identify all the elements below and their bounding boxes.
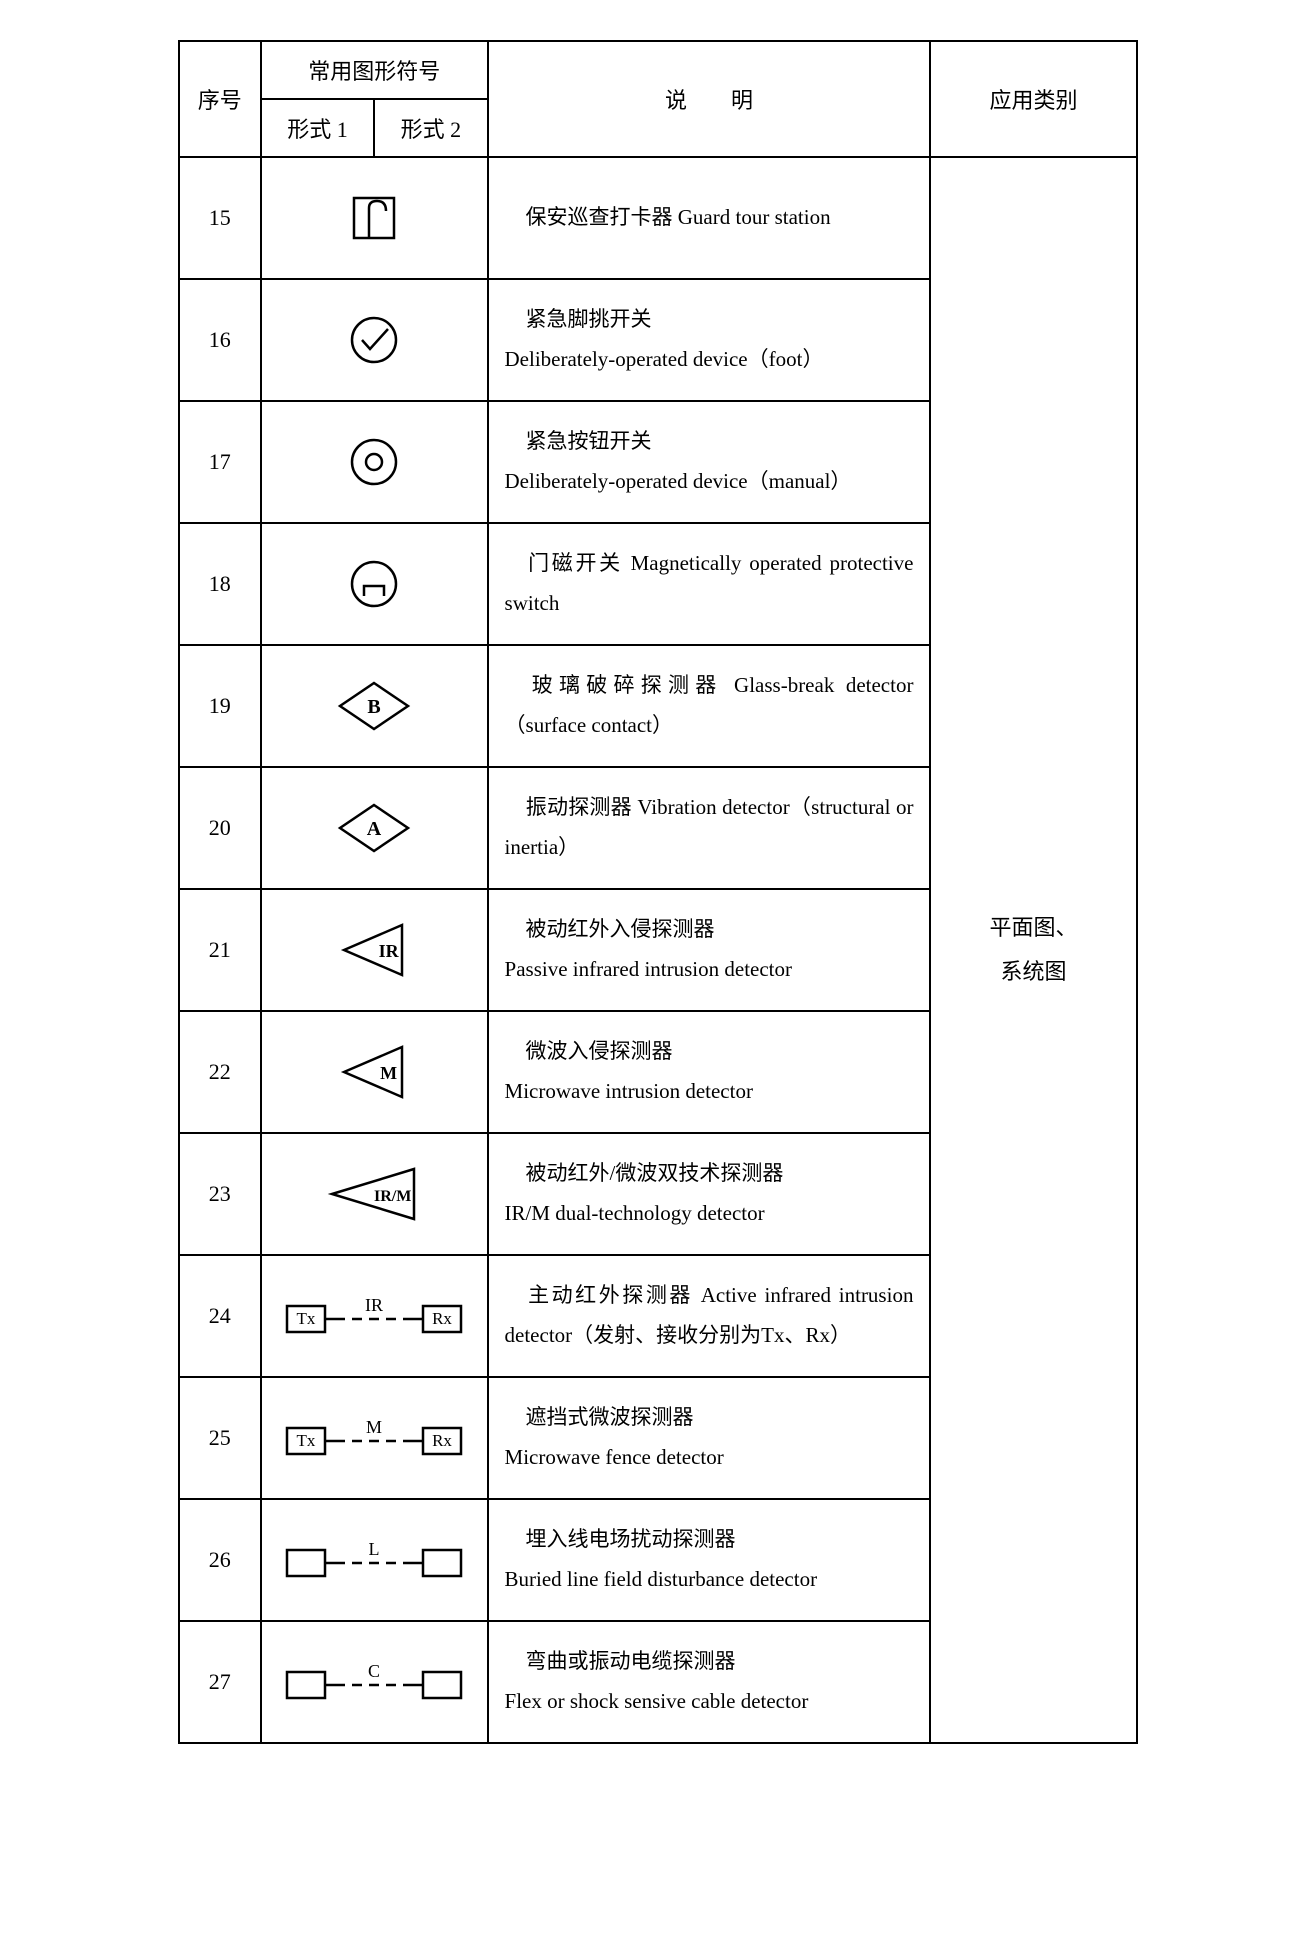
symbol-cell: L bbox=[261, 1499, 488, 1621]
diamond-B-icon: B bbox=[314, 671, 434, 741]
symbol-cell: IR/M bbox=[261, 1133, 488, 1255]
symbol-cell: M bbox=[261, 1011, 488, 1133]
svg-text:C: C bbox=[368, 1661, 380, 1681]
seq-cell: 17 bbox=[179, 401, 261, 523]
header-seq: 序号 bbox=[179, 41, 261, 157]
desc-cell: 被动红外入侵探测器Passive infrared intrusion dete… bbox=[488, 889, 931, 1011]
desc-cell: 门磁开关 Magnetically operated protective sw… bbox=[488, 523, 931, 645]
header-form2: 形式 2 bbox=[374, 99, 487, 157]
tri-IRM-icon: IR/M bbox=[314, 1159, 434, 1229]
svg-text:L: L bbox=[369, 1539, 380, 1559]
guard-tour-icon bbox=[314, 183, 434, 253]
desc-cell: 玻璃破碎探测器 Glass-break detector（surface con… bbox=[488, 645, 931, 767]
seq-cell: 16 bbox=[179, 279, 261, 401]
symbol-cell bbox=[261, 401, 488, 523]
button-icon bbox=[314, 427, 434, 497]
symbol-cell: Tx Rx M bbox=[261, 1377, 488, 1499]
desc-cell: 遮挡式微波探测器Microwave fence detector bbox=[488, 1377, 931, 1499]
seq-cell: 24 bbox=[179, 1255, 261, 1377]
header-category: 应用类别 bbox=[930, 41, 1136, 157]
magnet-icon bbox=[314, 549, 434, 619]
svg-text:M: M bbox=[380, 1063, 397, 1083]
header-form1: 形式 1 bbox=[261, 99, 374, 157]
seq-cell: 21 bbox=[179, 889, 261, 1011]
seq-cell: 26 bbox=[179, 1499, 261, 1621]
category-cell: 平面图、系统图 bbox=[930, 157, 1136, 1743]
svg-text:Tx: Tx bbox=[297, 1431, 316, 1450]
txrx-M-icon: Tx Rx M bbox=[279, 1403, 469, 1473]
desc-cell: 紧急按钮开关Deliberately-operated device（manua… bbox=[488, 401, 931, 523]
seq-cell: 19 bbox=[179, 645, 261, 767]
svg-text:Rx: Rx bbox=[432, 1309, 452, 1328]
foot-switch-icon bbox=[314, 305, 434, 375]
symbol-cell: IR bbox=[261, 889, 488, 1011]
table-row: 15 保安巡查打卡器 Guard tour station平面图、系统图 bbox=[179, 157, 1137, 279]
desc-cell: 振动探测器 Vibration detector（structural or i… bbox=[488, 767, 931, 889]
header-symbol: 常用图形符号 bbox=[261, 41, 488, 99]
svg-text:IR: IR bbox=[379, 941, 400, 961]
desc-cell: 紧急脚挑开关Deliberately-operated device（foot） bbox=[488, 279, 931, 401]
svg-text:Rx: Rx bbox=[432, 1431, 452, 1450]
svg-text:Tx: Tx bbox=[297, 1309, 316, 1328]
desc-cell: 被动红外/微波双技术探测器IR/M dual-technology detect… bbox=[488, 1133, 931, 1255]
seq-cell: 23 bbox=[179, 1133, 261, 1255]
svg-text:A: A bbox=[367, 818, 382, 840]
txrx-IR-icon: Tx Rx IR bbox=[279, 1281, 469, 1351]
seq-cell: 18 bbox=[179, 523, 261, 645]
seq-cell: 22 bbox=[179, 1011, 261, 1133]
svg-text:B: B bbox=[368, 696, 381, 718]
symbol-cell bbox=[261, 279, 488, 401]
svg-text:M: M bbox=[366, 1417, 382, 1437]
symbol-cell bbox=[261, 523, 488, 645]
seq-cell: 15 bbox=[179, 157, 261, 279]
seq-cell: 20 bbox=[179, 767, 261, 889]
desc-cell: 微波入侵探测器Microwave intrusion detector bbox=[488, 1011, 931, 1133]
symbol-cell: A bbox=[261, 767, 488, 889]
symbol-cell: C bbox=[261, 1621, 488, 1743]
desc-cell: 埋入线电场扰动探测器Buried line field disturbance … bbox=[488, 1499, 931, 1621]
desc-cell: 弯曲或振动电缆探测器Flex or shock sensive cable de… bbox=[488, 1621, 931, 1743]
box-L-icon: L bbox=[279, 1525, 469, 1595]
svg-text:IR: IR bbox=[365, 1295, 383, 1315]
desc-cell: 保安巡查打卡器 Guard tour station bbox=[488, 157, 931, 279]
symbol-table: 序号 常用图形符号 说 明 应用类别 形式 1 形式 2 15 保安巡查打卡器 … bbox=[178, 40, 1138, 1744]
seq-cell: 27 bbox=[179, 1621, 261, 1743]
symbol-cell bbox=[261, 157, 488, 279]
symbol-cell: B bbox=[261, 645, 488, 767]
box-C-icon: C bbox=[279, 1647, 469, 1717]
header-desc: 说 明 bbox=[488, 41, 931, 157]
symbol-cell: Tx Rx IR bbox=[261, 1255, 488, 1377]
desc-cell: 主动红外探测器 Active infrared intrusion detect… bbox=[488, 1255, 931, 1377]
diamond-A-icon: A bbox=[314, 793, 434, 863]
tri-M-icon: M bbox=[314, 1037, 434, 1107]
seq-cell: 25 bbox=[179, 1377, 261, 1499]
tri-IR-icon: IR bbox=[314, 915, 434, 985]
svg-text:IR/M: IR/M bbox=[374, 1188, 411, 1205]
